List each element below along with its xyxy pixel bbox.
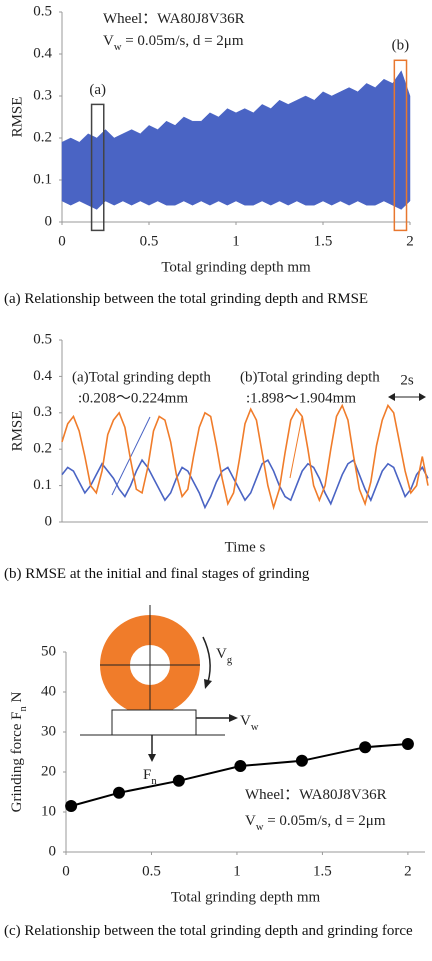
subscript: w	[114, 42, 122, 53]
text-part: V	[216, 646, 227, 662]
y-tick-label: 10	[41, 803, 56, 819]
x-axis-label: Total grinding depth mm	[161, 259, 311, 275]
marker	[112, 786, 125, 799]
highlight-box	[90, 103, 105, 232]
text-part: N	[9, 692, 25, 707]
text-part: V	[103, 33, 114, 49]
x-axis-label: Total grinding depth mm	[171, 889, 321, 905]
y-axis-label: Grinding force Fn N	[9, 692, 28, 813]
y-tick-label: 0	[45, 513, 53, 529]
text-part: = 0.05m/s, d = 2μm	[263, 813, 385, 829]
text-part: Wheel：WA80J8V36R	[245, 787, 387, 803]
y-tick-label: 0.1	[33, 477, 52, 493]
annotation: Vw = 0.05m/s, d = 2μm	[103, 33, 244, 52]
y-tick-label: 0.5	[33, 3, 52, 19]
highlight-label: (b)	[392, 38, 410, 54]
highlight-label: (a)	[89, 82, 106, 98]
y-tick-label: 0.4	[33, 45, 52, 61]
y-axis-label: RMSE	[9, 411, 25, 452]
y-tick-label: 0	[49, 843, 57, 859]
arrow-head	[388, 393, 395, 401]
x-tick-label: 2	[404, 863, 412, 879]
scale-label: 2s	[400, 372, 414, 388]
x-axis-label: Time s	[225, 539, 266, 555]
series-line	[61, 403, 429, 511]
x-tick-label: 0.5	[140, 233, 159, 249]
x-tick-label: 1	[232, 233, 240, 249]
y-tick-label: 0.5	[33, 331, 52, 347]
y-tick-label: 40	[41, 683, 56, 699]
text-part: F	[143, 767, 151, 783]
subscript: g	[227, 655, 233, 666]
y-tick-label: 0.3	[33, 87, 52, 103]
subscript: n	[151, 776, 157, 787]
subscript: n	[18, 706, 29, 712]
marker	[65, 800, 78, 812]
y-tick-label: 0.2	[33, 441, 52, 457]
text-part: V	[245, 813, 256, 829]
subscript: w	[251, 722, 259, 733]
annotation: Wheel：WA80J8V36R	[245, 787, 387, 803]
arrow-head	[419, 393, 426, 401]
vg-arrow	[202, 636, 211, 683]
marker	[172, 774, 185, 787]
x-tick-label: 2	[406, 233, 414, 249]
highlight-box	[393, 59, 408, 232]
x-tick-label: 1.5	[313, 863, 332, 879]
x-tick-label: 0	[62, 863, 70, 879]
y-axis-label: RMSE	[9, 97, 25, 138]
leader-line	[111, 416, 151, 496]
marker	[359, 741, 372, 754]
marker	[295, 754, 308, 767]
x-tick-label: 1	[233, 863, 241, 879]
diagram-label: Vw	[240, 713, 259, 732]
annotation: Vw = 0.05m/s, d = 2μm	[245, 813, 386, 832]
leader-line	[289, 416, 303, 479]
x-tick-label: 1.5	[314, 233, 333, 249]
caption: (b) RMSE at the initial and final stages…	[4, 566, 310, 582]
series-label: (a)Total grinding depth	[72, 369, 211, 385]
diagram-label: Fn	[143, 767, 157, 786]
subscript: w	[256, 822, 264, 833]
arrow-head	[204, 679, 212, 689]
y-tick-label: 20	[41, 763, 56, 779]
series-label: :0.208〜0.224mm	[78, 390, 188, 406]
text-part: Wheel：WA80J8V36R	[103, 11, 245, 27]
wheel-diagram	[80, 605, 238, 762]
caption: (a) Relationship between the total grind…	[4, 291, 369, 307]
y-tick-label: 0.2	[33, 129, 52, 145]
text-part: V	[240, 713, 251, 729]
workpiece	[111, 709, 197, 736]
arrow-head	[148, 754, 156, 762]
series-line	[61, 458, 429, 510]
marker	[234, 760, 247, 772]
text-part: = 0.05m/s, d = 2μm	[121, 33, 243, 49]
caption: (c) Relationship between the total grind…	[4, 923, 413, 939]
arrow-head	[229, 714, 238, 722]
marker	[401, 738, 414, 750]
y-tick-label: 0.4	[33, 368, 52, 384]
signal-band	[61, 70, 411, 210]
y-tick-label: 0.3	[33, 404, 52, 420]
y-tick-label: 30	[41, 723, 56, 739]
x-tick-label: 0	[58, 233, 66, 249]
series-label: :1.898〜1.904mm	[246, 390, 356, 406]
series-label: (b)Total grinding depth	[240, 369, 380, 385]
y-tick-label: 0.1	[33, 171, 52, 187]
text-part: Grinding force F	[9, 712, 25, 813]
annotation: Wheel：WA80J8V36R	[103, 11, 245, 27]
y-tick-label: 50	[41, 643, 56, 659]
diagram-label: Vg	[216, 646, 233, 665]
y-tick-label: 0	[45, 213, 53, 229]
x-tick-label: 0.5	[142, 863, 161, 879]
